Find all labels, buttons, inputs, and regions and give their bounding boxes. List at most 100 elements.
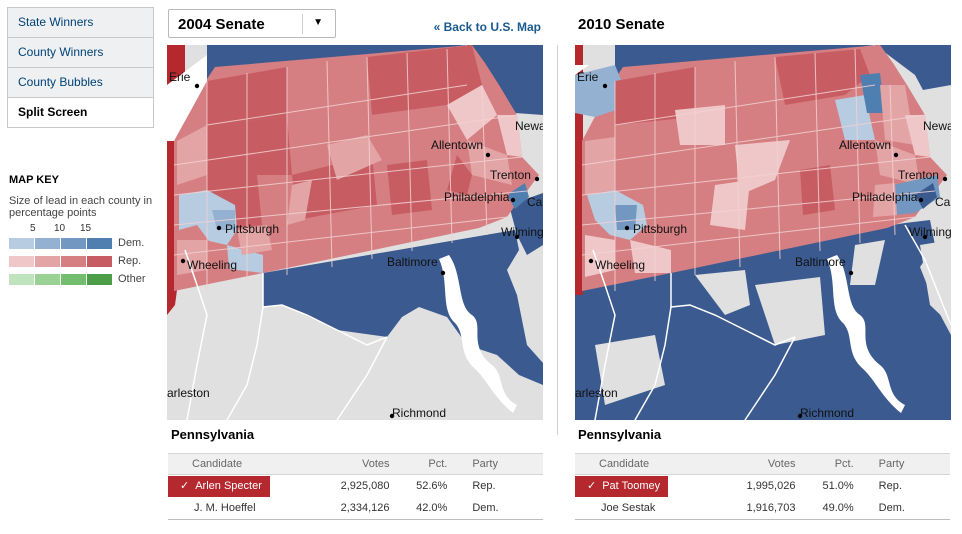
city-label-newark: Newa xyxy=(923,119,951,133)
nav-split-screen[interactable]: Split Screen xyxy=(8,98,153,127)
col-pct: Pct. xyxy=(389,453,448,475)
col-votes: Votes xyxy=(698,453,796,475)
votes-cell: 2,925,080 xyxy=(340,480,390,492)
table-row: ✓ Arlen Specter 2,925,080 52.6% Rep. xyxy=(168,475,543,498)
city-label-camden: Ca xyxy=(527,195,543,209)
key-label-other: Other xyxy=(118,273,146,285)
key-tick: 10 xyxy=(54,223,66,234)
city-label-allentown: Allentown xyxy=(839,138,891,152)
map-key: MAP KEY Size of lead in each county in p… xyxy=(9,174,159,289)
results-header-row: Candidate Votes Pct. Party xyxy=(168,453,543,475)
key-swatch xyxy=(35,238,60,249)
nav-county-bubbles[interactable]: County Bubbles xyxy=(8,68,153,98)
candidate-cell: ✓ Arlen Specter xyxy=(168,475,294,498)
party-cell: Dem. xyxy=(447,497,543,520)
city-label-philadelphia: Philadelphia xyxy=(852,190,918,204)
pct-cell: 51.0% xyxy=(822,480,854,492)
key-swatch xyxy=(87,238,112,249)
city-label-erie: Erie xyxy=(169,70,191,84)
pct-cell: 52.6% xyxy=(416,480,448,492)
city-label-philadelphia: Philadelphia xyxy=(444,190,510,204)
state-name: Pennsylvania xyxy=(578,427,662,442)
party-cell: Rep. xyxy=(472,480,496,492)
map-view-nav: State Winners County Winners County Bubb… xyxy=(7,7,154,128)
key-swatch xyxy=(87,274,112,285)
city-label-trenton: Trenton xyxy=(898,168,939,182)
city-label-wheeling: Wheeling xyxy=(187,258,237,272)
key-row-dem: Dem. xyxy=(9,235,159,253)
candidate-name: Joe Sestak xyxy=(601,502,656,514)
city-label-charleston: arleston xyxy=(167,386,210,400)
results-table: Candidate Votes Pct. Party ✓ Arlen Specte… xyxy=(168,453,543,520)
map-key-ticks: 5 10 15 xyxy=(9,223,159,235)
map-key-title: MAP KEY xyxy=(9,174,59,186)
nav-county-winners[interactable]: County Winners xyxy=(8,38,153,68)
key-tick: 5 xyxy=(30,223,36,234)
table-row: J. M. Hoeffel 2,334,126 42.0% Dem. xyxy=(168,497,543,520)
results-table: Candidate Votes Pct. Party ✓ Pat Toomey 1… xyxy=(575,453,950,520)
city-label-richmond: Richmond xyxy=(800,406,854,420)
key-label-rep: Rep. xyxy=(118,255,142,267)
county-map-2004[interactable]: Erie Allentown Trenton Philadelphia Pitt… xyxy=(167,45,543,420)
candidate-cell: Joe Sestak xyxy=(575,497,699,520)
key-swatch xyxy=(9,238,34,249)
votes-cell: 1,916,703 xyxy=(698,497,796,520)
year-title: 2010 Senate xyxy=(578,16,665,33)
back-to-us-map-link[interactable]: « Back to U.S. Map xyxy=(433,20,541,34)
candidate-cell: ✓ Pat Toomey xyxy=(575,475,699,498)
candidate-name: J. M. Hoeffel xyxy=(194,502,256,514)
dropdown-arrow-icon: ▼ xyxy=(313,17,323,28)
key-swatch xyxy=(35,274,60,285)
key-swatch xyxy=(61,274,86,285)
panel-divider xyxy=(557,45,558,435)
col-party: Party xyxy=(853,453,950,475)
results-header-row: Candidate Votes Pct. Party xyxy=(575,453,950,475)
key-swatch xyxy=(61,238,86,249)
city-label-pittsburgh: Pittsburgh xyxy=(633,222,687,236)
winner-tag: ✓ Arlen Specter xyxy=(168,475,270,497)
city-label-erie: Erie xyxy=(577,70,599,84)
candidate-name: Arlen Specter xyxy=(195,479,262,492)
check-icon: ✓ xyxy=(587,479,597,492)
col-pct: Pct. xyxy=(795,453,854,475)
check-icon: ✓ xyxy=(180,479,190,492)
city-label-baltimore: Baltimore xyxy=(387,255,438,269)
city-label-richmond: Richmond xyxy=(392,406,446,420)
city-label-baltimore: Baltimore xyxy=(795,255,846,269)
nav-state-winners[interactable]: State Winners xyxy=(8,8,153,38)
city-label-wilmington: Wilming xyxy=(501,225,543,239)
key-row-other: Other xyxy=(9,271,159,289)
city-label-trenton: Trenton xyxy=(490,168,531,182)
party-cell: Rep. xyxy=(878,480,902,492)
city-label-wilmington: Wilming xyxy=(909,225,951,239)
panel-2010: 2010 Senate xyxy=(574,9,951,529)
votes-cell: 2,334,126 xyxy=(293,497,390,520)
county-map-2010[interactable]: Erie Allentown Trenton Philadelphia Pitt… xyxy=(575,45,951,420)
col-candidate: Candidate xyxy=(575,453,699,475)
candidate-name: Pat Toomey xyxy=(602,479,661,492)
key-label-dem: Dem. xyxy=(118,237,145,249)
key-tick: 15 xyxy=(80,223,92,234)
col-votes: Votes xyxy=(293,453,390,475)
col-party: Party xyxy=(447,453,543,475)
table-row: Joe Sestak 1,916,703 49.0% Dem. xyxy=(575,497,950,520)
table-row: ✓ Pat Toomey 1,995,026 51.0% Rep. xyxy=(575,475,950,498)
key-swatch xyxy=(9,274,34,285)
key-row-rep: Rep. xyxy=(9,253,159,271)
key-swatch xyxy=(35,256,60,267)
map-key-description: Size of lead in each county in percentag… xyxy=(9,195,153,219)
year-select-dropdown[interactable]: 2004 Senate ▼ xyxy=(168,9,336,38)
winner-tag: ✓ Pat Toomey xyxy=(575,475,669,497)
city-label-allentown: Allentown xyxy=(431,138,483,152)
year-select-value: 2004 Senate xyxy=(178,16,265,33)
votes-cell: 1,995,026 xyxy=(746,480,796,492)
key-swatch xyxy=(61,256,86,267)
city-label-newark: Newa xyxy=(515,119,543,133)
panel-2004: 2004 Senate ▼ « Back to U.S. Map xyxy=(167,9,543,529)
pct-cell: 42.0% xyxy=(389,497,448,520)
key-swatch xyxy=(9,256,34,267)
party-cell: Dem. xyxy=(853,497,950,520)
city-label-pittsburgh: Pittsburgh xyxy=(225,222,279,236)
pct-cell: 49.0% xyxy=(795,497,854,520)
dropdown-separator xyxy=(302,14,303,34)
